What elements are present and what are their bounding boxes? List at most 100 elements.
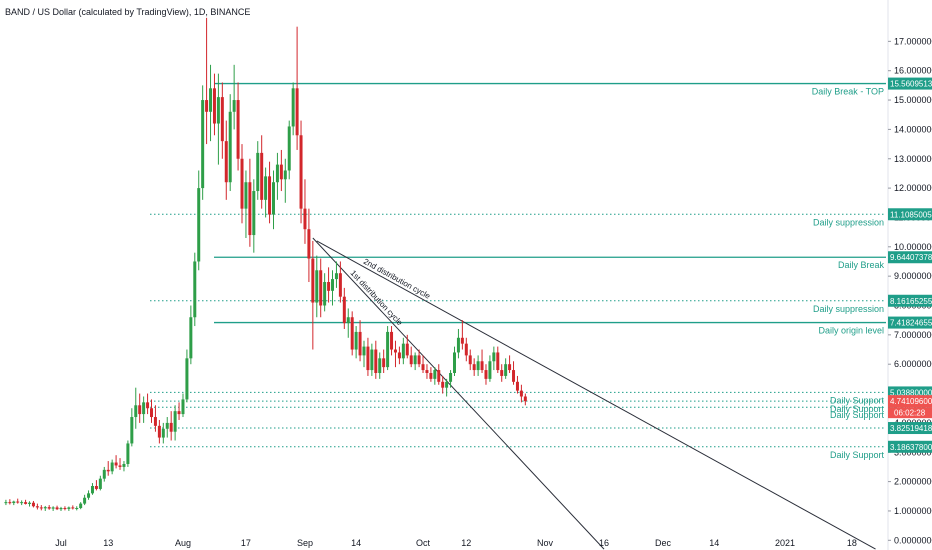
candle-body [472, 364, 476, 371]
candle-body [224, 141, 228, 183]
candle-body [16, 501, 20, 503]
candle-body [189, 317, 193, 359]
y-tick-label: 10.00000000 [894, 242, 932, 252]
x-tick-label: Dec [655, 538, 672, 548]
level-badge-text: 11.10850053 [890, 210, 932, 219]
candle-body [28, 502, 32, 504]
candle-body [102, 469, 106, 479]
x-tick-label: Jul [55, 538, 67, 548]
level-badge-text: 8.16165255 [890, 297, 932, 306]
candle-body [433, 370, 437, 379]
x-tick-label: 12 [461, 538, 471, 548]
y-tick-label: 0.00000000 [894, 535, 932, 545]
candle-body [138, 405, 142, 415]
x-tick-label: Nov [537, 538, 554, 548]
candle-body [405, 343, 409, 356]
last-price-badge [888, 395, 932, 408]
candle-body [220, 97, 224, 142]
candle-body [319, 270, 323, 306]
level-label: Daily origin level [818, 326, 884, 336]
candle-body [71, 507, 75, 509]
level-lines: Daily Break - TOP Daily suppression Daily … [150, 82, 886, 460]
x-tick-label: Oct [416, 538, 431, 548]
candle-body [260, 152, 264, 200]
candle-body [35, 506, 39, 508]
level-label: Daily Support [830, 404, 885, 414]
level-label: Daily Break - TOP [812, 87, 884, 97]
y-tick-label: 12.00000000 [894, 183, 932, 193]
candle-body [382, 358, 386, 368]
candle-body [268, 176, 272, 215]
candle-body [437, 370, 441, 382]
countdown-badge [888, 407, 932, 419]
candle-body [122, 463, 126, 467]
candle-body [378, 358, 382, 374]
candle-body [24, 502, 28, 504]
candle-body [512, 370, 516, 382]
level-badge [888, 77, 932, 90]
y-tick-label: 2.00000000 [894, 477, 932, 487]
candle-body [346, 317, 350, 324]
candle-body [441, 381, 445, 388]
candle-body [90, 486, 94, 494]
x-tick-label: 14 [351, 538, 361, 548]
candle-body [181, 399, 185, 415]
candles [4, 17, 527, 511]
candle-body [390, 331, 394, 350]
level-badge [888, 251, 932, 264]
candle-body [429, 373, 433, 379]
candle-body [142, 402, 146, 415]
candle-body [59, 508, 63, 510]
candle-body [417, 355, 421, 365]
level-label: Daily Support [830, 395, 885, 405]
candle-body [421, 364, 425, 371]
y-tick-label: 15.00000000 [894, 95, 932, 105]
x-tick-label: 14 [709, 538, 719, 548]
candle-body [252, 191, 256, 236]
candle-body [236, 100, 240, 159]
candle-body [291, 88, 295, 127]
candle-body [504, 364, 508, 376]
level-badge [888, 294, 932, 307]
candle-body [212, 88, 216, 124]
candle-body [295, 88, 299, 136]
candle-body [519, 390, 523, 397]
level-badge-text: 15.56095138 [890, 80, 932, 89]
candle-body [492, 352, 496, 362]
candle-body [323, 282, 327, 306]
chart-title: BAND / US Dollar (calculated by TradingV… [5, 7, 250, 17]
candle-body [63, 508, 67, 510]
candle-body [468, 355, 472, 365]
candle-body [75, 508, 79, 510]
candle-body [193, 261, 197, 318]
x-tick-label: 2021 [775, 538, 795, 548]
candle-body [299, 135, 303, 209]
x-tick-label: Aug [175, 538, 191, 548]
x-tick-label: 17 [241, 538, 251, 548]
candle-body [51, 507, 55, 509]
price-badges: 15.56095138 11.10850053 9.64407378 8.161652… [888, 77, 932, 453]
candle-body [334, 273, 338, 280]
y-tick-label: 16.00000000 [894, 66, 932, 76]
x-tick-label: 18 [847, 538, 857, 548]
y-tick-label: 7.00000000 [894, 330, 932, 340]
candle-body [496, 352, 500, 371]
candle-body [201, 100, 205, 189]
candle-body [303, 208, 307, 230]
y-tick-label: 14.00000000 [894, 124, 932, 134]
candle-body [480, 361, 484, 371]
level-label: Daily Support [830, 410, 885, 420]
candle-body [157, 425, 161, 438]
level-label: Daily Support [830, 450, 885, 460]
candle-body [331, 279, 335, 291]
candle-body [342, 296, 346, 324]
candle-body [165, 422, 169, 429]
candle-body [523, 396, 527, 402]
countdown-text: 06:02:28 [894, 409, 926, 418]
candle-body [118, 465, 122, 467]
trendline [316, 240, 876, 550]
candle-body [500, 370, 504, 376]
candle-body [126, 443, 130, 464]
